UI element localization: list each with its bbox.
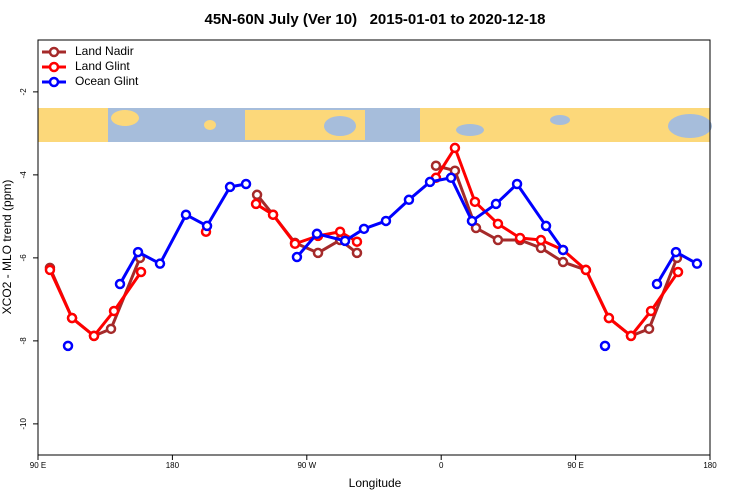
series-line: [48, 146, 680, 338]
y-tick-label: -8: [19, 337, 28, 345]
data-point: [267, 209, 279, 220]
y-tick-label: -4: [19, 171, 28, 179]
data-point: [312, 247, 324, 259]
x-tick-label: 0: [439, 461, 444, 470]
data-point: [557, 256, 569, 268]
y-tick-label: -2: [19, 88, 28, 96]
data-point: [645, 305, 657, 317]
x-tick-label: 180: [703, 461, 717, 470]
x-tick-label: 90 E: [30, 461, 46, 470]
data-point: [114, 278, 126, 290]
data-point: [445, 172, 457, 184]
data-point: [44, 264, 56, 276]
data-point: [492, 234, 504, 246]
data-point: [492, 218, 504, 230]
data-point: [240, 178, 252, 190]
data-point: [224, 181, 236, 193]
x-tick-label: 90 E: [567, 461, 583, 470]
data-point: [250, 198, 262, 210]
data-point: [291, 251, 303, 263]
series-line: [48, 164, 679, 338]
x-tick-label: 90 W: [297, 461, 316, 470]
data-point: [672, 266, 684, 278]
data-point: [62, 340, 74, 352]
legend-marker: [48, 61, 60, 73]
data-point: [643, 323, 655, 335]
data-point: [449, 142, 461, 154]
data-point: [424, 176, 436, 188]
data-point: [351, 236, 363, 247]
legend-label: Land Glint: [75, 59, 130, 73]
data-point: [358, 223, 370, 235]
data-point: [88, 330, 100, 342]
data-point: [154, 258, 166, 269]
y-tick-label: -6: [19, 254, 28, 262]
data-point: [108, 305, 120, 317]
chart-title: 45N-60N July (Ver 10) 2015-01-01 to 2020…: [204, 11, 545, 28]
y-axis-label: XCO2 - MLO trend (ppm): [0, 180, 14, 315]
data-point: [180, 209, 192, 220]
data-point: [289, 238, 301, 250]
data-point: [469, 196, 481, 208]
legend-label: Ocean Glint: [75, 74, 139, 88]
data-point: [351, 247, 363, 259]
data-point: [403, 194, 415, 206]
data-point: [599, 340, 611, 352]
data-point: [557, 244, 569, 256]
legend-label: Land Nadir: [75, 44, 134, 58]
legend-marker: [48, 46, 60, 58]
x-tick-label: 180: [166, 461, 180, 470]
x-axis-label: Longitude: [349, 476, 402, 490]
data-point: [430, 160, 442, 171]
data-point: [466, 215, 478, 227]
plot-frame: [37, 39, 711, 456]
data-point: [651, 278, 663, 290]
data-point: [105, 323, 117, 335]
data-point: [339, 235, 351, 247]
data-point: [580, 264, 592, 276]
map-strip: [38, 108, 712, 142]
data-point: [540, 220, 552, 232]
data-point: [132, 246, 144, 258]
data-point: [670, 246, 682, 258]
data-point: [135, 266, 147, 278]
data-point: [603, 312, 615, 324]
y-tick-label: -10: [19, 418, 28, 430]
data-point: [251, 189, 263, 201]
data-point: [490, 198, 502, 210]
data-point: [66, 312, 78, 324]
data-point: [514, 232, 526, 244]
data-point: [380, 215, 392, 227]
data-point: [334, 226, 346, 237]
legend-marker: [48, 76, 60, 88]
data-point: [201, 220, 213, 232]
data-point: [625, 330, 637, 342]
data-point: [511, 178, 523, 190]
data-point: [311, 228, 323, 240]
data-point: [691, 258, 703, 269]
data-point: [535, 234, 547, 246]
